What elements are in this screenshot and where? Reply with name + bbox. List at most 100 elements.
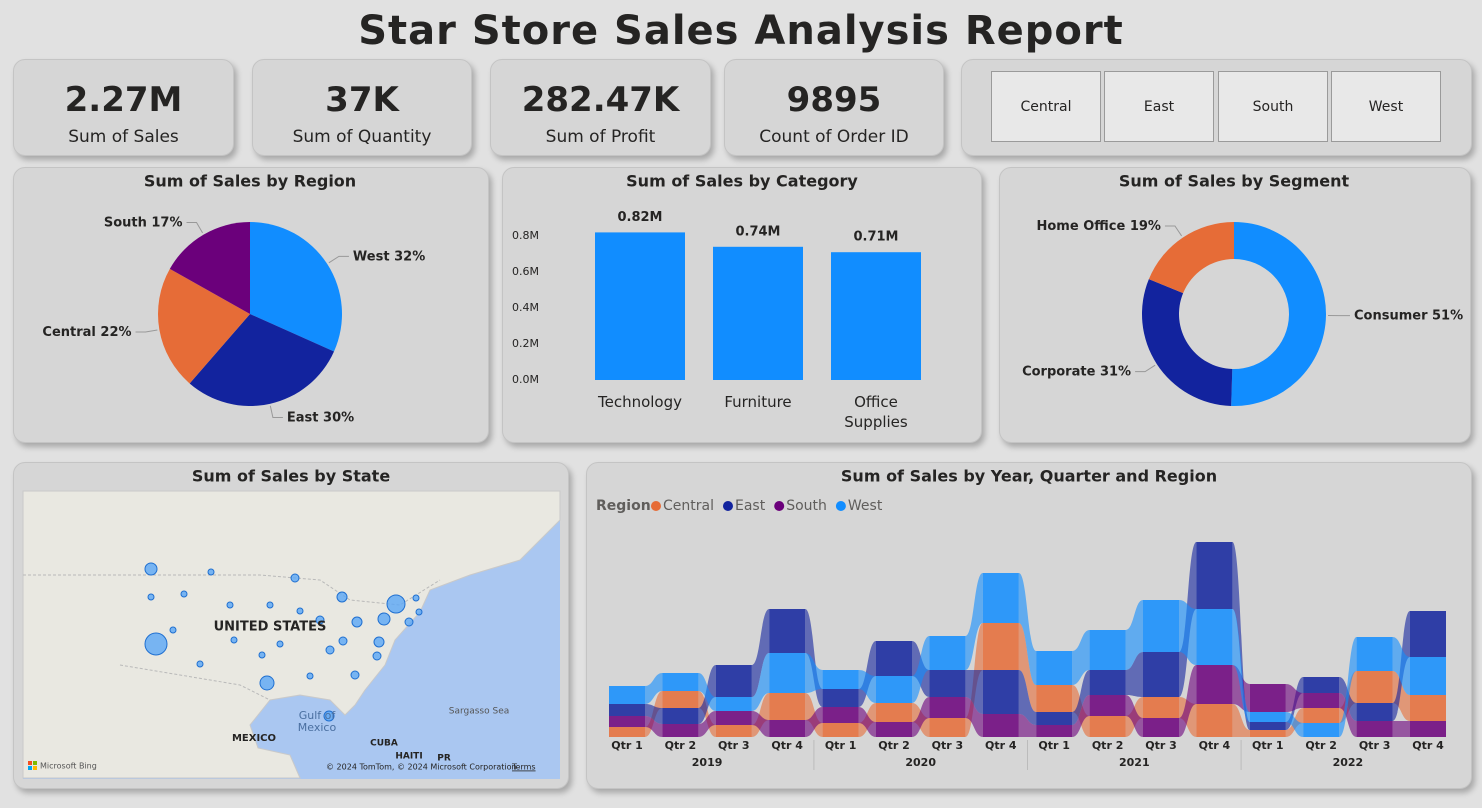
ribbon-column xyxy=(822,723,859,737)
ribbon-column xyxy=(715,711,752,725)
data-label: Consumer 51% xyxy=(1354,308,1463,323)
ribbon-column xyxy=(929,670,966,697)
leader-line xyxy=(1135,364,1156,373)
legend-marker xyxy=(774,501,785,511)
slicer-button[interactable]: Central xyxy=(991,71,1101,142)
map-terms[interactable]: Terms xyxy=(511,763,536,772)
map-border xyxy=(119,664,271,701)
ribbon xyxy=(1285,712,1304,737)
ribbon-column xyxy=(1303,723,1340,737)
leader-line xyxy=(269,405,283,418)
data-label: Home Office 19% xyxy=(1037,218,1161,233)
pie-slice xyxy=(250,222,342,352)
map-attribution: © 2024 TomTom, © 2024 Microsoft Corporat… xyxy=(326,763,517,772)
ribbon xyxy=(751,609,770,697)
value-label: 19% xyxy=(1130,218,1161,233)
ribbon-column xyxy=(1143,718,1179,737)
ribbon xyxy=(858,707,876,737)
value-label: 22% xyxy=(100,325,131,340)
ribbon-column xyxy=(876,676,912,703)
x-group-label: 2022 xyxy=(1333,756,1364,769)
slicer: Central East South West xyxy=(961,59,1472,156)
map-bubbles xyxy=(144,562,423,722)
ribbon-column xyxy=(1196,609,1233,665)
slicer-button[interactable]: West xyxy=(1331,71,1441,142)
category-label: Home Office xyxy=(1037,218,1126,233)
ribbon-column xyxy=(769,693,806,720)
ribbon xyxy=(805,707,823,737)
ribbon xyxy=(1018,573,1037,685)
slicer-button[interactable]: East xyxy=(1104,71,1214,142)
bing-logo xyxy=(33,766,37,770)
x-tick-label: Qtr 4 xyxy=(1199,739,1231,752)
ribbon-column xyxy=(662,708,699,724)
ribbon xyxy=(1072,670,1090,725)
ribbon-column xyxy=(1089,716,1126,737)
legend-label: East xyxy=(735,498,766,514)
donut-slice xyxy=(1148,222,1234,294)
category-label: South xyxy=(104,215,147,230)
pie-slice xyxy=(189,314,335,406)
x-tick-label: Qtr 1 xyxy=(611,739,643,752)
ribbon-column xyxy=(1089,695,1126,716)
ribbon xyxy=(1232,609,1250,722)
kpi-value: 2.27M xyxy=(64,80,183,120)
value-label: 17% xyxy=(151,215,182,230)
ribbon-column xyxy=(715,697,752,711)
ribbon xyxy=(1125,600,1143,670)
bar xyxy=(595,232,685,380)
value-label: 32% xyxy=(394,249,425,264)
category-label: West xyxy=(353,249,390,264)
map-label: MEXICO xyxy=(232,733,276,744)
kpi-card: 9895 Count of Order ID xyxy=(724,59,944,156)
ribbon xyxy=(805,653,823,693)
kpi-value: 9895 xyxy=(786,80,882,120)
x-tick-label: Qtr 3 xyxy=(1359,739,1391,752)
ribbon-column xyxy=(982,623,1019,670)
ribbon xyxy=(1232,704,1250,737)
leader-line xyxy=(135,329,158,333)
legend-marker xyxy=(722,501,733,511)
ribbon xyxy=(698,673,716,711)
category-label: East xyxy=(287,410,319,425)
donut-slice xyxy=(1141,279,1233,406)
ribbon-column xyxy=(769,653,806,693)
legend-marker xyxy=(835,501,846,511)
pie-slice xyxy=(158,268,250,384)
ribbon-column xyxy=(662,691,699,708)
ribbon xyxy=(1179,665,1197,737)
x-tick-label: Qtr 3 xyxy=(932,739,964,752)
x-tick-label: Technology xyxy=(597,393,683,411)
slicer-button[interactable]: South xyxy=(1218,71,1328,142)
ribbon-column xyxy=(1036,651,1073,685)
ribbon xyxy=(751,653,770,711)
ribbon-column xyxy=(876,703,912,722)
y-tick-label: 0.0M xyxy=(512,373,539,386)
y-tick-label: 0.4M xyxy=(512,301,539,314)
ribbon-column xyxy=(1356,703,1393,721)
ribbon xyxy=(645,704,663,724)
y-tick-label: 0.2M xyxy=(512,337,539,350)
chart-title: Sum of Sales by Year, Quarter and Region xyxy=(841,467,1217,486)
ribbon-column xyxy=(982,573,1019,623)
pie-slice xyxy=(169,222,250,314)
ribbon-column xyxy=(1143,652,1179,697)
ribbon-column xyxy=(1249,712,1286,722)
ribbon-column xyxy=(876,641,912,676)
ribbon-column xyxy=(1249,684,1286,712)
map-label: CUBA xyxy=(370,739,398,749)
ribbon-column xyxy=(1143,600,1179,652)
kpi-label: Count of Order ID xyxy=(759,127,909,147)
legend-marker xyxy=(651,501,661,511)
page-title: Star Store Sales Analysis Report xyxy=(358,8,1124,54)
ribbon xyxy=(1125,695,1143,737)
x-tick-label: Qtr 4 xyxy=(771,739,803,752)
leader-line xyxy=(328,255,349,264)
map-brand: Microsoft Bing xyxy=(40,762,97,771)
ribbon-column xyxy=(769,609,806,653)
bing-logo xyxy=(28,761,32,765)
ribbon-column xyxy=(1196,665,1233,704)
x-group-label: 2021 xyxy=(1119,756,1150,769)
value-label: 31% xyxy=(1100,364,1131,379)
